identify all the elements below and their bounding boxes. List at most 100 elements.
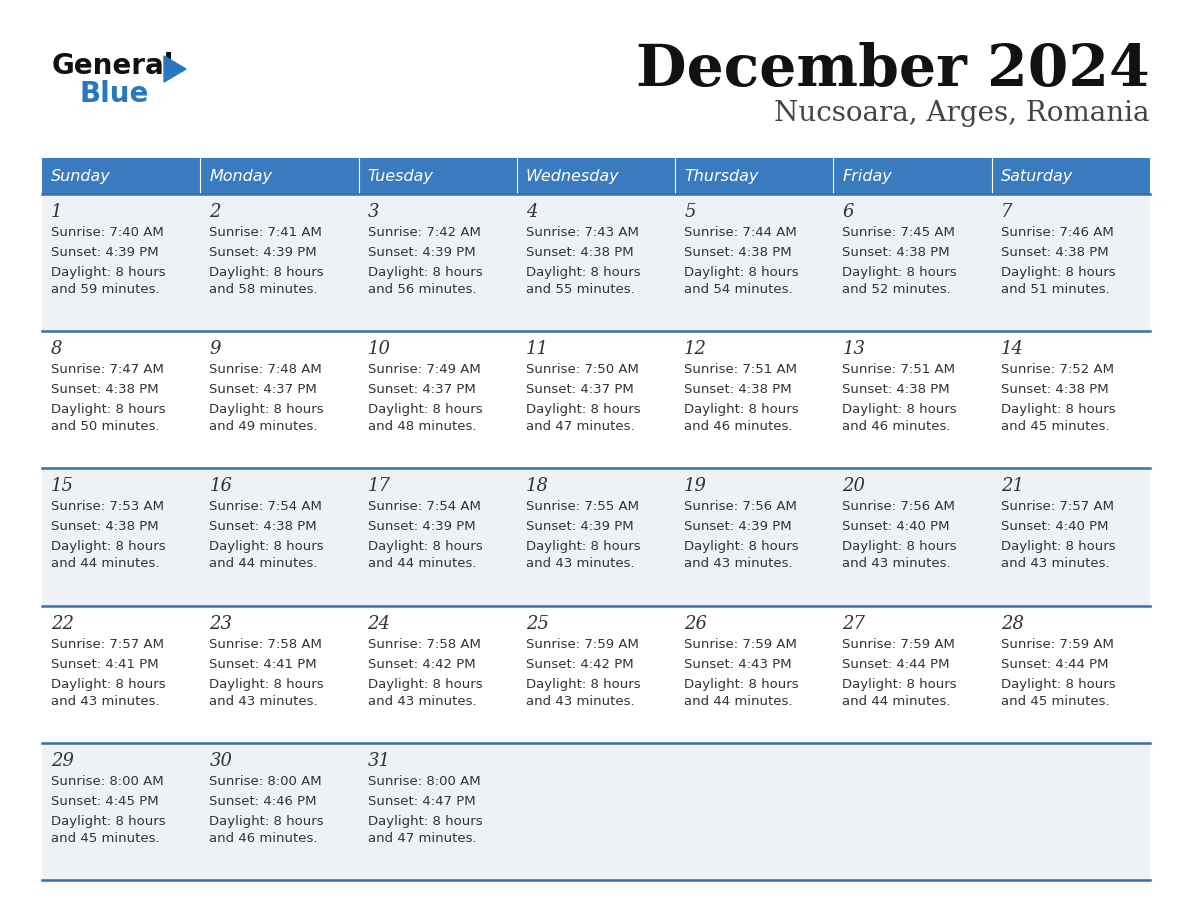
Text: and 45 minutes.: and 45 minutes. — [1000, 420, 1110, 433]
Text: Daylight: 8 hours: Daylight: 8 hours — [51, 266, 165, 279]
Text: 30: 30 — [209, 752, 233, 770]
Text: Daylight: 8 hours: Daylight: 8 hours — [526, 266, 640, 279]
Text: 10: 10 — [367, 341, 391, 358]
Bar — [42, 194, 201, 331]
Text: 19: 19 — [684, 477, 707, 496]
Text: Nucsoara, Arges, Romania: Nucsoara, Arges, Romania — [775, 100, 1150, 127]
Text: and 43 minutes.: and 43 minutes. — [51, 695, 159, 708]
Text: 23: 23 — [209, 614, 233, 633]
Text: Sunrise: 7:46 AM: Sunrise: 7:46 AM — [1000, 226, 1113, 239]
Text: Friday: Friday — [842, 169, 892, 184]
Text: Sunrise: 7:43 AM: Sunrise: 7:43 AM — [526, 226, 639, 239]
Text: Daylight: 8 hours: Daylight: 8 hours — [367, 266, 482, 279]
Bar — [834, 743, 992, 880]
Text: Sunrise: 7:54 AM: Sunrise: 7:54 AM — [209, 500, 322, 513]
Text: 28: 28 — [1000, 614, 1024, 633]
Text: and 46 minutes.: and 46 minutes. — [684, 420, 792, 433]
Bar — [992, 743, 1150, 880]
Text: and 44 minutes.: and 44 minutes. — [367, 557, 476, 570]
Text: Sunset: 4:38 PM: Sunset: 4:38 PM — [684, 383, 791, 397]
Text: Sunset: 4:40 PM: Sunset: 4:40 PM — [1000, 521, 1108, 533]
Text: and 58 minutes.: and 58 minutes. — [209, 283, 318, 296]
Text: Sunrise: 7:59 AM: Sunrise: 7:59 AM — [1000, 638, 1113, 651]
Text: 15: 15 — [51, 477, 74, 496]
Bar — [359, 331, 517, 468]
Text: Sunset: 4:42 PM: Sunset: 4:42 PM — [367, 657, 475, 671]
Text: and 50 minutes.: and 50 minutes. — [51, 420, 159, 433]
Bar — [517, 468, 675, 606]
Text: 24: 24 — [367, 614, 391, 633]
Text: Sunset: 4:38 PM: Sunset: 4:38 PM — [1000, 246, 1108, 259]
Text: Sunset: 4:39 PM: Sunset: 4:39 PM — [51, 246, 159, 259]
Text: Sunset: 4:39 PM: Sunset: 4:39 PM — [367, 246, 475, 259]
Text: and 43 minutes.: and 43 minutes. — [1000, 557, 1110, 570]
Bar — [992, 468, 1150, 606]
Text: and 43 minutes.: and 43 minutes. — [684, 557, 792, 570]
Text: Daylight: 8 hours: Daylight: 8 hours — [526, 403, 640, 416]
Text: Sunset: 4:37 PM: Sunset: 4:37 PM — [526, 383, 633, 397]
Text: Daylight: 8 hours: Daylight: 8 hours — [842, 541, 958, 554]
Text: and 44 minutes.: and 44 minutes. — [209, 557, 317, 570]
Text: 13: 13 — [842, 341, 865, 358]
Text: Daylight: 8 hours: Daylight: 8 hours — [209, 815, 324, 828]
Bar — [517, 194, 675, 331]
Text: 17: 17 — [367, 477, 391, 496]
Text: Daylight: 8 hours: Daylight: 8 hours — [209, 677, 324, 690]
Text: Wednesday: Wednesday — [526, 169, 619, 184]
Text: Sunrise: 7:56 AM: Sunrise: 7:56 AM — [842, 500, 955, 513]
Text: and 51 minutes.: and 51 minutes. — [1000, 283, 1110, 296]
Text: Sunrise: 7:57 AM: Sunrise: 7:57 AM — [51, 638, 164, 651]
Text: Sunset: 4:44 PM: Sunset: 4:44 PM — [842, 657, 950, 671]
Text: Tuesday: Tuesday — [367, 169, 434, 184]
Bar — [517, 158, 675, 194]
Text: Daylight: 8 hours: Daylight: 8 hours — [684, 541, 798, 554]
Text: Sunrise: 7:48 AM: Sunrise: 7:48 AM — [209, 364, 322, 376]
Bar — [201, 743, 359, 880]
Text: and 48 minutes.: and 48 minutes. — [367, 420, 476, 433]
Text: 18: 18 — [526, 477, 549, 496]
Text: and 43 minutes.: and 43 minutes. — [842, 557, 952, 570]
Bar — [201, 158, 359, 194]
Text: and 43 minutes.: and 43 minutes. — [526, 695, 634, 708]
Text: Sunrise: 7:51 AM: Sunrise: 7:51 AM — [684, 364, 797, 376]
Bar — [517, 606, 675, 743]
Text: 8: 8 — [51, 341, 63, 358]
Text: Sunrise: 8:00 AM: Sunrise: 8:00 AM — [209, 775, 322, 788]
Text: Daylight: 8 hours: Daylight: 8 hours — [684, 266, 798, 279]
Text: Sunset: 4:45 PM: Sunset: 4:45 PM — [51, 795, 159, 808]
Text: December 2024: December 2024 — [637, 42, 1150, 98]
Bar — [359, 194, 517, 331]
Text: Sunrise: 7:42 AM: Sunrise: 7:42 AM — [367, 226, 480, 239]
Bar — [42, 743, 201, 880]
Text: Sunrise: 8:00 AM: Sunrise: 8:00 AM — [367, 775, 480, 788]
Text: Sunset: 4:39 PM: Sunset: 4:39 PM — [526, 521, 633, 533]
Text: 26: 26 — [684, 614, 707, 633]
Bar — [834, 194, 992, 331]
Bar — [42, 468, 201, 606]
Text: Daylight: 8 hours: Daylight: 8 hours — [1000, 677, 1116, 690]
Text: Thursday: Thursday — [684, 169, 758, 184]
Text: and 56 minutes.: and 56 minutes. — [367, 283, 476, 296]
Text: Sunset: 4:40 PM: Sunset: 4:40 PM — [842, 521, 950, 533]
Text: 2: 2 — [209, 203, 221, 221]
Text: 29: 29 — [51, 752, 74, 770]
Text: 21: 21 — [1000, 477, 1024, 496]
Text: 6: 6 — [842, 203, 854, 221]
Text: Sunset: 4:38 PM: Sunset: 4:38 PM — [842, 246, 950, 259]
Text: Sunset: 4:38 PM: Sunset: 4:38 PM — [526, 246, 633, 259]
Text: Sunrise: 7:47 AM: Sunrise: 7:47 AM — [51, 364, 164, 376]
Text: Sunrise: 7:49 AM: Sunrise: 7:49 AM — [367, 364, 480, 376]
Text: and 55 minutes.: and 55 minutes. — [526, 283, 634, 296]
Bar — [992, 194, 1150, 331]
Text: Sunset: 4:39 PM: Sunset: 4:39 PM — [209, 246, 317, 259]
Bar — [201, 331, 359, 468]
Text: Sunrise: 8:00 AM: Sunrise: 8:00 AM — [51, 775, 164, 788]
Bar — [675, 606, 834, 743]
Text: and 45 minutes.: and 45 minutes. — [51, 832, 159, 845]
Text: Sunset: 4:41 PM: Sunset: 4:41 PM — [51, 657, 159, 671]
Bar — [201, 606, 359, 743]
Text: Sunday: Sunday — [51, 169, 110, 184]
Text: Sunset: 4:38 PM: Sunset: 4:38 PM — [209, 521, 317, 533]
Bar — [675, 743, 834, 880]
Text: Sunset: 4:38 PM: Sunset: 4:38 PM — [684, 246, 791, 259]
